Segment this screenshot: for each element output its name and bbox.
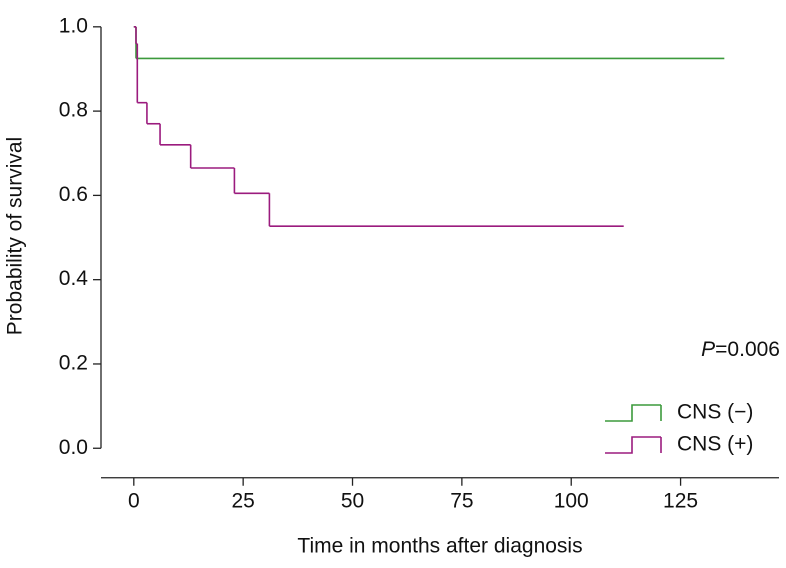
y-tick-label: 0.4 — [59, 267, 89, 290]
p-value: P=0.006 — [701, 338, 780, 361]
x-tick-label: 100 — [554, 489, 589, 512]
y-tick-label: 0.8 — [59, 99, 88, 122]
p-text: =0.006 — [715, 338, 780, 361]
x-tick-label: 125 — [663, 489, 698, 512]
legend-label: CNS (−) — [677, 401, 753, 424]
y-tick-label: 0.0 — [59, 436, 88, 459]
legend-label: CNS (+) — [677, 433, 753, 456]
legend-symbol — [605, 404, 661, 422]
p-symbol: P — [701, 338, 715, 361]
x-tick-label: 25 — [231, 489, 254, 512]
y-tick-label: 1.0 — [59, 14, 88, 37]
x-axis-label: Time in months after diagnosis — [297, 535, 582, 558]
y-tick-label: 0.2 — [59, 352, 88, 375]
x-tick-label: 50 — [341, 489, 364, 512]
y-tick-label: 0.6 — [59, 183, 88, 206]
x-tick-label: 75 — [450, 489, 473, 512]
x-tick-label: 0 — [128, 489, 140, 512]
y-axis-label: Probability of survival — [4, 137, 27, 335]
legend-symbol — [605, 436, 661, 454]
